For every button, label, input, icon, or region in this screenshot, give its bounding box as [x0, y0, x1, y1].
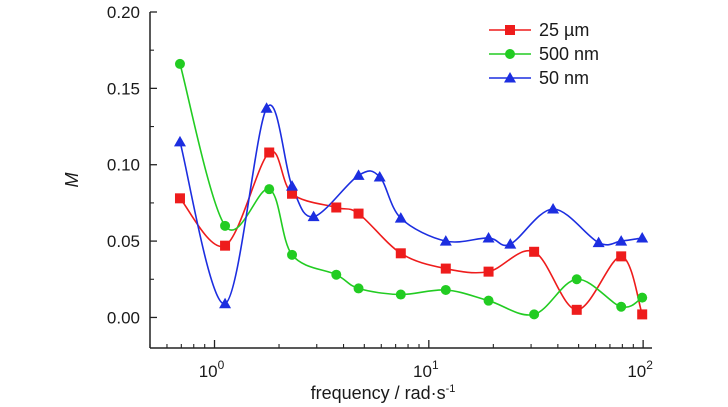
- x-tick-label: 100: [199, 358, 225, 381]
- series-markers: [173, 58, 649, 320]
- tick-labels: 0.00 0.05 0.10 0.15 0.20 100 101 102: [107, 3, 653, 381]
- data-point-circle: [616, 301, 627, 312]
- legend-label: 500 nm: [539, 44, 599, 64]
- data-point-square: [483, 266, 494, 277]
- data-point-circle: [529, 309, 540, 320]
- data-point-triangle: [286, 180, 299, 191]
- data-point-circle: [483, 295, 494, 306]
- data-point-square: [353, 208, 364, 219]
- data-point-triangle: [592, 236, 605, 248]
- data-point-circle: [571, 274, 582, 285]
- data-point-triangle: [615, 235, 628, 246]
- y-tick-label: 0.00: [107, 308, 140, 327]
- data-point-triangle: [439, 235, 452, 246]
- data-point-circle: [264, 184, 275, 195]
- data-point-triangle: [394, 212, 407, 223]
- legend-marker-circle: [505, 49, 515, 59]
- data-point-circle: [353, 283, 364, 294]
- data-point-square: [331, 202, 342, 213]
- data-point-circle: [220, 220, 231, 231]
- data-point-square: [529, 246, 540, 257]
- data-point-square: [637, 309, 648, 320]
- data-point-triangle: [352, 169, 365, 180]
- y-tick-label: 0.10: [107, 156, 140, 175]
- y-tick-label: 0.05: [107, 232, 140, 251]
- data-point-triangle: [504, 238, 517, 249]
- series-line-2: [179, 104, 643, 305]
- data-point-triangle: [260, 102, 273, 113]
- data-point-square: [264, 147, 275, 158]
- data-point-circle: [440, 284, 451, 295]
- x-tick-label: 102: [627, 358, 653, 381]
- x-axis-title: frequency / rad·s-1: [311, 383, 456, 403]
- data-point-square: [395, 248, 406, 259]
- data-point-square: [616, 251, 627, 262]
- data-point-circle: [395, 289, 406, 300]
- data-point-square: [220, 240, 231, 251]
- legend-marker-triangle: [504, 72, 516, 83]
- data-point-square: [440, 263, 451, 274]
- data-point-circle: [637, 292, 648, 303]
- data-point-triangle: [219, 297, 232, 309]
- legend-marker-square: [505, 25, 515, 35]
- legend: 25 µm 500 nm 50 nm: [489, 20, 599, 88]
- data-point-circle: [174, 58, 185, 69]
- y-tick-label: 0.20: [107, 3, 140, 22]
- series-line-0: [179, 150, 643, 315]
- data-point-square: [571, 304, 582, 315]
- data-point-square: [287, 188, 298, 199]
- data-point-triangle: [373, 170, 386, 182]
- data-point-square: [174, 193, 185, 204]
- data-point-triangle: [482, 232, 495, 243]
- legend-label: 25 µm: [539, 20, 589, 40]
- data-point-circle: [287, 249, 298, 260]
- data-point-triangle: [307, 210, 320, 222]
- y-tick-label: 0.15: [107, 79, 140, 98]
- x-tick-label: 101: [413, 358, 439, 381]
- legend-label: 50 nm: [539, 68, 589, 88]
- data-point-circle: [331, 269, 342, 280]
- y-axis-title: M: [62, 173, 82, 188]
- data-point-triangle: [547, 203, 560, 214]
- data-point-triangle: [636, 232, 649, 243]
- axes: [149, 11, 652, 349]
- data-point-triangle: [173, 135, 186, 147]
